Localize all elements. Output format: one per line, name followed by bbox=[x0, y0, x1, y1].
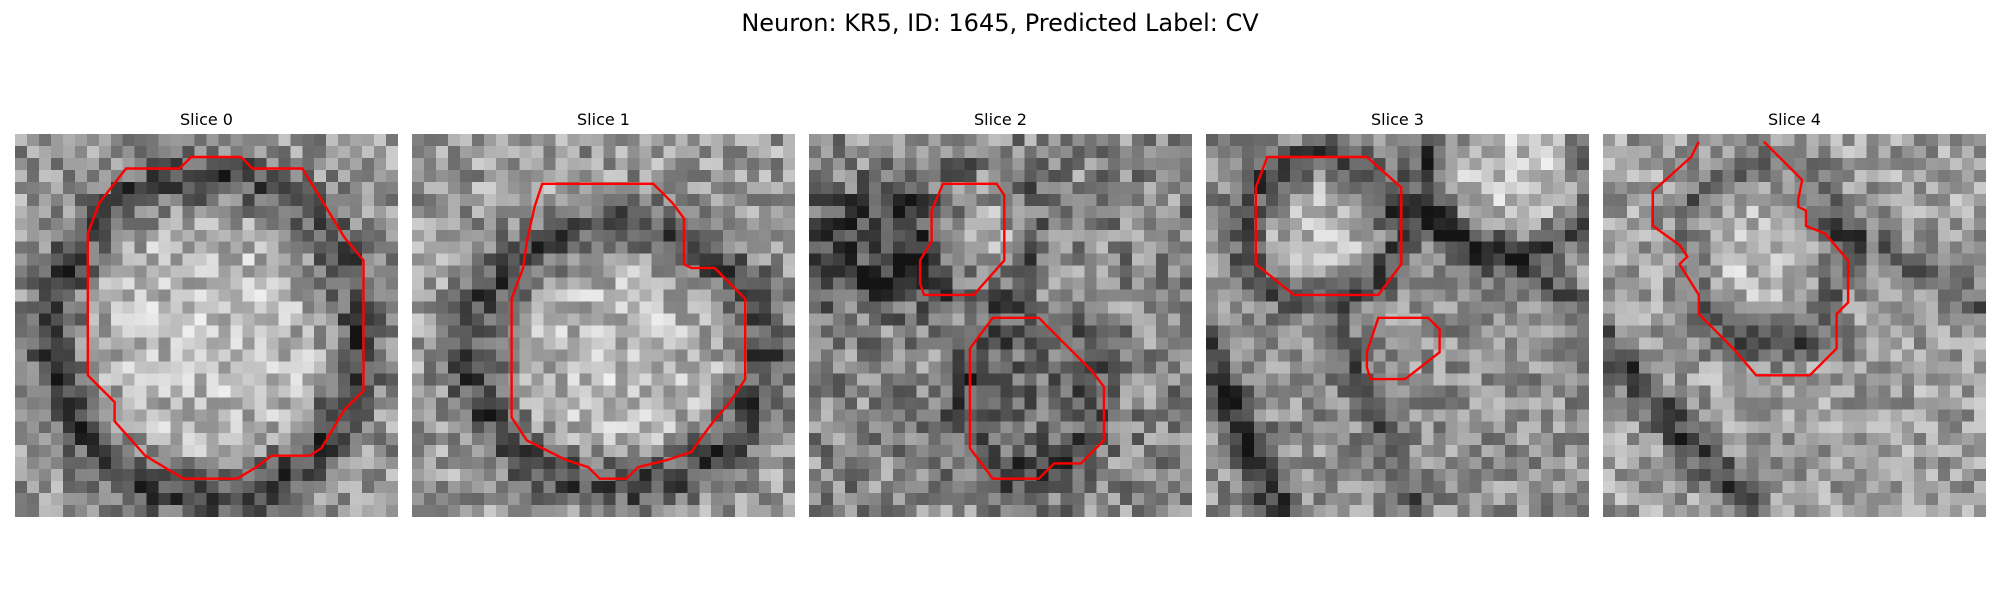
pixel-grid bbox=[15, 134, 398, 517]
figure-title: Neuron: KR5, ID: 1645, Predicted Label: … bbox=[741, 9, 1259, 37]
microscopy-slice-3 bbox=[1206, 134, 1589, 517]
pixel-grid bbox=[1206, 134, 1589, 517]
segmentation-outline bbox=[1365, 316, 1441, 381]
pixel-grid bbox=[809, 134, 1192, 517]
pixel-grid bbox=[1603, 134, 1986, 517]
microscopy-slice-2 bbox=[809, 134, 1192, 517]
slice-image-3 bbox=[1206, 134, 1589, 517]
microscopy-slice-1 bbox=[412, 134, 795, 517]
slice-title-4: Slice 4 bbox=[1768, 110, 1821, 129]
slice-title-1: Slice 1 bbox=[577, 110, 630, 129]
microscopy-slice-0 bbox=[15, 134, 398, 517]
segmentation-outline bbox=[918, 182, 1006, 297]
segmentation-outline bbox=[968, 316, 1106, 480]
slice-image-4 bbox=[1603, 134, 1986, 517]
segmentation-outline bbox=[1651, 140, 1850, 377]
microscopy-slice-4 bbox=[1603, 134, 1986, 517]
slice-image-1 bbox=[412, 134, 795, 517]
segmentation-outline bbox=[86, 155, 365, 480]
segmentation-outline bbox=[1254, 155, 1403, 297]
slice-title-3: Slice 3 bbox=[1371, 110, 1424, 129]
slice-image-2 bbox=[809, 134, 1192, 517]
slice-image-0 bbox=[15, 134, 398, 517]
slice-title-2: Slice 2 bbox=[974, 110, 1027, 129]
segmentation-outline bbox=[510, 182, 747, 480]
pixel-grid bbox=[412, 134, 795, 517]
slice-title-0: Slice 0 bbox=[180, 110, 233, 129]
